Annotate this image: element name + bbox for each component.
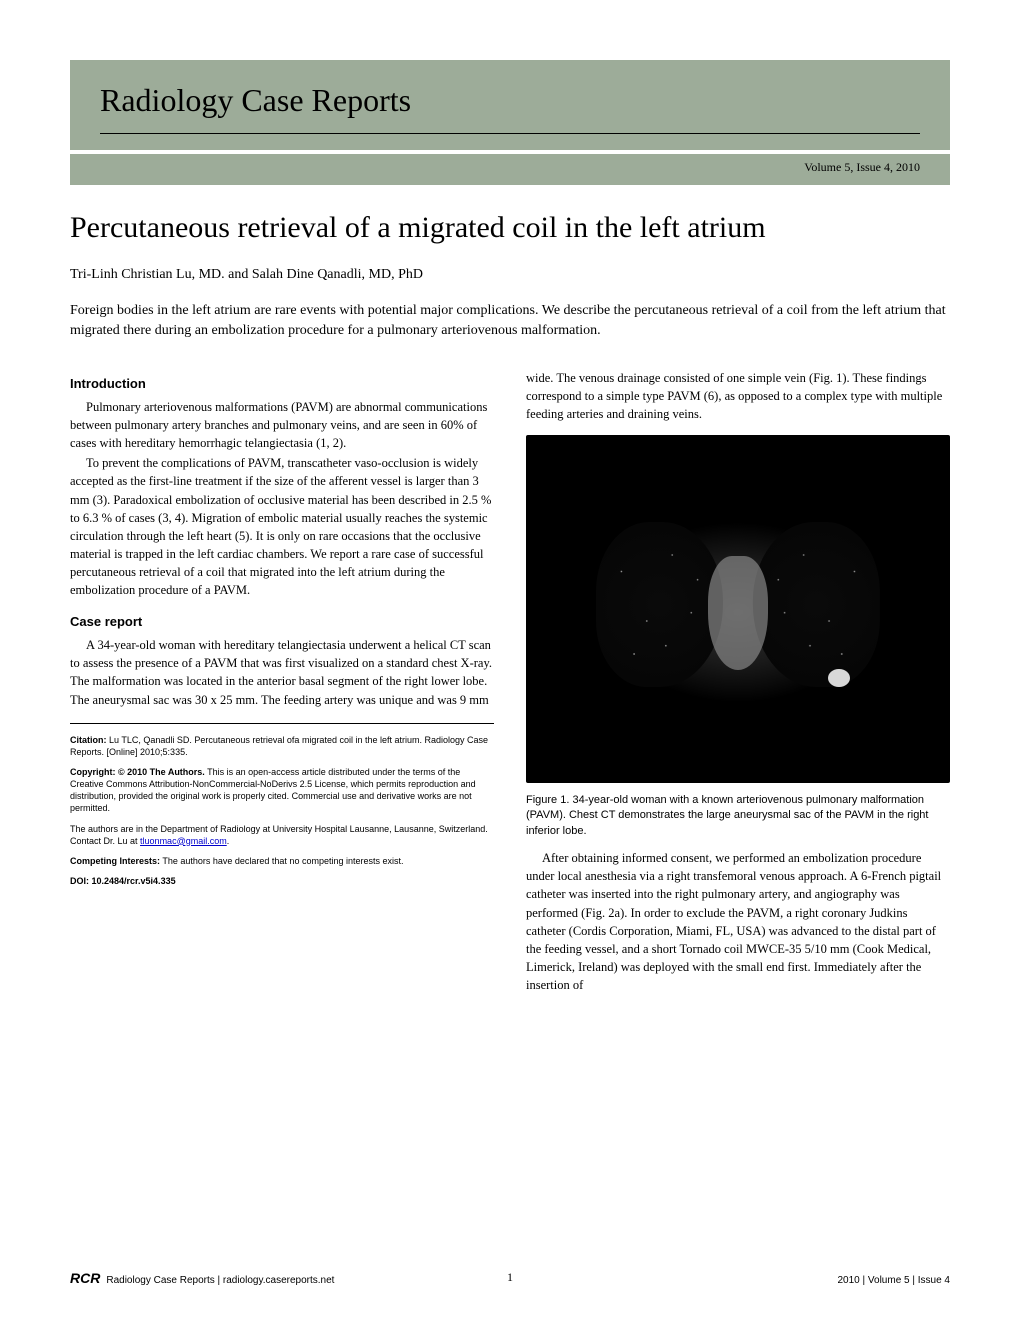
figure-1-caption: Figure 1. 34-year-old woman with a known… [526, 793, 950, 839]
continuation-paragraph-1: wide. The venous drainage consisted of o… [526, 369, 950, 423]
journal-header-banner: Radiology Case Reports [70, 60, 950, 150]
doi-line: DOI: 10.2484/rcr.v5i4.335 [70, 875, 494, 887]
article-title: Percutaneous retrieval of a migrated coi… [70, 209, 950, 247]
journal-title: Radiology Case Reports [100, 82, 920, 134]
citation-line: Citation: Lu TLC, Qanadli SD. Percutaneo… [70, 734, 494, 758]
abstract-text: Foreign bodies in the left atrium are ra… [70, 301, 950, 342]
ct-pavm-nodule [828, 669, 850, 687]
figure-1-image [526, 435, 950, 783]
issue-line: Volume 5, Issue 4, 2010 [804, 160, 920, 174]
ct-right-lung [753, 522, 880, 687]
competing-label: Competing Interests: [70, 856, 160, 866]
affiliation-line: The authors are in the Department of Rad… [70, 823, 494, 847]
continuation-paragraph-2: After obtaining informed consent, we per… [526, 849, 950, 994]
copyright-line: Copyright: © 2010 The Authors. This is a… [70, 766, 494, 815]
copyright-label: Copyright: © 2010 The Authors. [70, 767, 205, 777]
rcr-logo-text: RCR [70, 1270, 100, 1286]
meta-divider [70, 723, 494, 724]
figure-1: Figure 1. 34-year-old woman with a known… [526, 435, 950, 839]
two-column-body: Introduction Pulmonary arteriovenous mal… [70, 369, 950, 996]
intro-heading: Introduction [70, 375, 494, 394]
affiliation-text: The authors are in the Department of Rad… [70, 824, 488, 846]
page-number: 1 [507, 1270, 513, 1285]
author-line: Tri-Linh Christian Lu, MD. and Salah Din… [70, 267, 950, 283]
citation-text: Lu TLC, Qanadli SD. Percutaneous retriev… [70, 735, 488, 757]
ct-left-lung [596, 522, 723, 687]
footer-left: RCR Radiology Case Reports | radiology.c… [70, 1270, 334, 1286]
page-root: Radiology Case Reports Volume 5, Issue 4… [0, 0, 1020, 1036]
contact-email-link[interactable]: tluonmac@gmail.com [140, 836, 227, 846]
intro-paragraph-1: Pulmonary arteriovenous malformations (P… [70, 398, 494, 452]
footer-issue-text: 2010 | Volume 5 | Issue 4 [838, 1275, 951, 1286]
left-column: Introduction Pulmonary arteriovenous mal… [70, 369, 494, 996]
page-footer: RCR Radiology Case Reports | radiology.c… [70, 1270, 950, 1286]
case-paragraph-1: A 34-year-old woman with hereditary tela… [70, 636, 494, 709]
competing-interests-line: Competing Interests: The authors have de… [70, 855, 494, 867]
intro-paragraph-2: To prevent the complications of PAVM, tr… [70, 454, 494, 599]
ct-mediastinum [708, 556, 768, 670]
issue-bar: Volume 5, Issue 4, 2010 [70, 154, 950, 185]
right-column: wide. The venous drainage consisted of o… [526, 369, 950, 996]
competing-text: The authors have declared that no compet… [160, 856, 403, 866]
case-report-heading: Case report [70, 613, 494, 632]
doi-label: DOI: 10.2484/rcr.v5i4.335 [70, 876, 176, 886]
citation-label: Citation: [70, 735, 107, 745]
footer-journal-url: Radiology Case Reports | radiology.caser… [106, 1275, 334, 1286]
ct-body-outline [551, 470, 924, 755]
article-meta-block: Citation: Lu TLC, Qanadli SD. Percutaneo… [70, 734, 494, 887]
